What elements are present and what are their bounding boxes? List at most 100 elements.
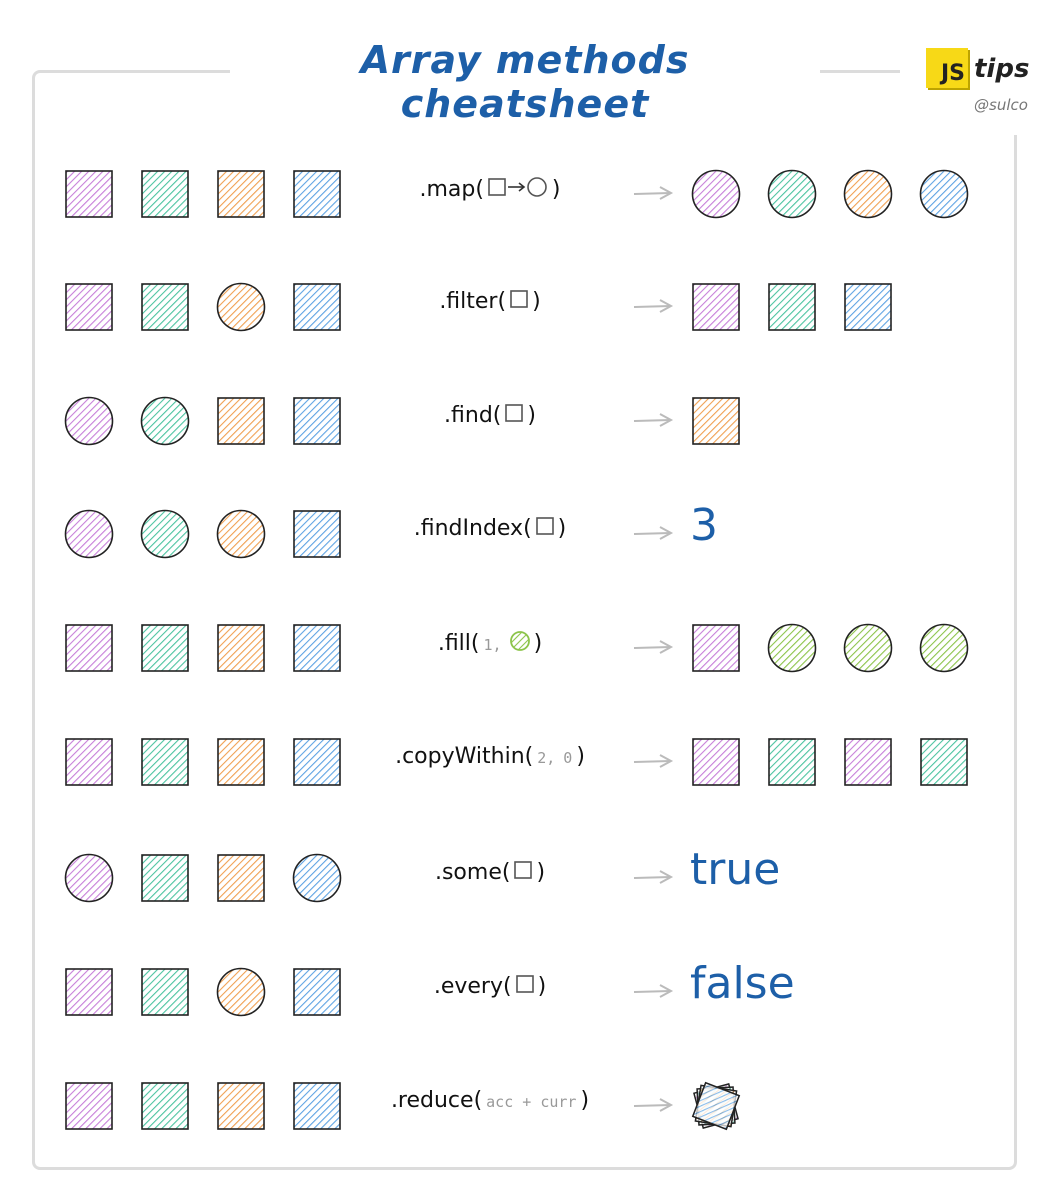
output-orange-circle <box>842 168 894 220</box>
arrow-icon <box>632 752 674 772</box>
input-teal-square <box>139 622 191 674</box>
js-logo: JS <box>926 48 968 88</box>
method-name: .every( <box>433 974 512 999</box>
input-purple-circle <box>63 852 115 904</box>
input-blue-circle <box>291 852 343 904</box>
input-blue-square <box>291 168 343 220</box>
input-orange-square <box>215 168 267 220</box>
method-name: .map( <box>419 177 484 202</box>
arrow-icon <box>632 524 674 544</box>
input-orange-circle <box>215 508 267 560</box>
method-row: .some() true <box>0 838 1059 918</box>
method-row: .find() <box>0 381 1059 461</box>
output-teal-circle <box>766 168 818 220</box>
close-paren: ) <box>532 289 541 314</box>
input-blue-square <box>291 395 343 447</box>
input-purple-circle <box>63 508 115 560</box>
method-call: .fill(1,) <box>360 630 620 658</box>
input-teal-square <box>139 1080 191 1132</box>
method-row: .fill(1,) <box>0 608 1059 688</box>
input-teal-square <box>139 168 191 220</box>
output-orange-square <box>690 395 742 447</box>
arrow-icon <box>632 297 674 317</box>
method-call: .find() <box>360 403 620 429</box>
output-green-circle <box>918 622 970 674</box>
input-teal-square <box>139 966 191 1018</box>
close-paren: ) <box>557 516 567 541</box>
title-backdrop <box>230 40 820 100</box>
input-teal-circle <box>139 508 191 560</box>
method-call: .map() <box>360 176 620 204</box>
method-call: .reduce(acc + curr) <box>360 1088 620 1113</box>
input-purple-square <box>63 736 115 788</box>
output-value: 3 <box>690 500 718 551</box>
method-argument: 0 <box>563 749 573 767</box>
input-blue-square <box>291 1080 343 1132</box>
method-name: .reduce( <box>390 1088 483 1113</box>
input-orange-square <box>215 395 267 447</box>
input-blue-square <box>291 281 343 333</box>
close-paren: ) <box>580 1088 590 1113</box>
input-blue-square <box>291 736 343 788</box>
method-name: .find( <box>444 403 502 428</box>
input-orange-square <box>215 1080 267 1132</box>
method-row: .reduce(acc + curr) <box>0 1066 1059 1146</box>
input-purple-square <box>63 1080 115 1132</box>
arrow-icon <box>632 868 674 888</box>
method-row: .every() false <box>0 952 1059 1032</box>
output-purple-circle <box>690 168 742 220</box>
input-teal-square <box>139 281 191 333</box>
output-blue-circle <box>918 168 970 220</box>
logo-tips-text: tips <box>974 54 1030 84</box>
input-blue-square <box>291 508 343 560</box>
arrow-icon <box>632 411 674 431</box>
method-call: .every() <box>360 974 620 1000</box>
arrow-icon <box>632 638 674 658</box>
square-to-circle-icon <box>487 176 549 204</box>
close-paren: ) <box>533 631 543 656</box>
output-blue-square <box>842 281 894 333</box>
method-name: .filter( <box>439 289 507 314</box>
method-argument: acc + curr <box>486 1093 577 1111</box>
output-green-circle <box>766 622 818 674</box>
output-teal-square <box>766 736 818 788</box>
method-name: .fill( <box>437 631 480 656</box>
close-paren: ) <box>536 860 546 885</box>
square-icon <box>515 974 535 1000</box>
method-name: .copyWithin( <box>395 744 534 769</box>
square-icon <box>513 860 533 886</box>
input-purple-square <box>63 281 115 333</box>
input-orange-circle <box>215 281 267 333</box>
close-paren: ) <box>576 744 585 769</box>
reduced-stack <box>690 1080 742 1132</box>
square-icon <box>509 289 529 315</box>
output-value: true <box>690 844 781 895</box>
close-paren: ) <box>551 177 561 202</box>
method-name: .some( <box>434 860 511 885</box>
input-teal-square <box>139 736 191 788</box>
method-call: .copyWithin(2, 0) <box>360 744 620 769</box>
input-teal-circle <box>139 395 191 447</box>
input-blue-square <box>291 966 343 1018</box>
arrow-icon <box>632 982 674 1002</box>
square-icon <box>535 516 555 542</box>
page-title: Array methods cheatsheet <box>360 38 690 126</box>
output-purple-square <box>690 281 742 333</box>
method-row: .map() <box>0 154 1059 234</box>
arrow-icon <box>632 184 674 204</box>
input-teal-square <box>139 852 191 904</box>
close-paren: ) <box>537 974 547 999</box>
input-purple-square <box>63 168 115 220</box>
output-purple-square <box>690 736 742 788</box>
method-row: .findIndex() 3 <box>0 494 1059 574</box>
output-green-circle <box>842 622 894 674</box>
green-circle-icon <box>509 630 531 658</box>
method-call: .some() <box>360 860 620 886</box>
input-purple-circle <box>63 395 115 447</box>
close-paren: ) <box>527 403 536 428</box>
input-orange-square <box>215 622 267 674</box>
arrow-icon <box>632 1096 674 1116</box>
method-row: .filter() <box>0 267 1059 347</box>
input-blue-square <box>291 622 343 674</box>
output-teal-square <box>766 281 818 333</box>
